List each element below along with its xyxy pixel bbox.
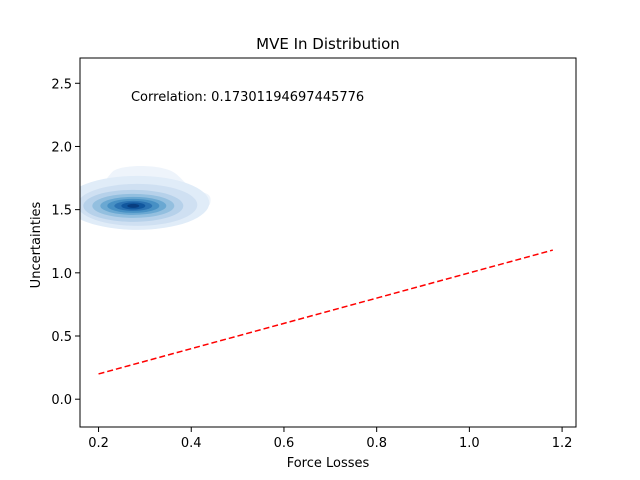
x-tick-label: 0.2: [88, 436, 109, 451]
chart-title: MVE In Distribution: [256, 35, 400, 53]
x-tick-label: 1.2: [552, 436, 573, 451]
y-tick-label: 0.0: [51, 393, 72, 408]
x-tick-label: 0.4: [181, 436, 202, 451]
y-tick-label: 1.0: [51, 267, 72, 282]
x-axis-title: Force Losses: [287, 456, 370, 471]
plot-frame: [79, 57, 577, 428]
y-tick-label: 2.5: [51, 77, 72, 92]
plot-area: 0.2 0.4 0.6 0.8 1.0 1.2 0.0 0.5 1.0 1.5 2.0 2.5 Corr…: [51, 57, 577, 451]
correlation-annotation: Correlation: 0.17301194697445776: [131, 90, 364, 105]
x-tick-label: 0.8: [366, 436, 387, 451]
y-axis-title: Uncertainties: [29, 201, 44, 288]
y-tick-label: 0.5: [51, 330, 72, 345]
density-contours: [80, 166, 211, 230]
y-tick-label: 2.0: [51, 140, 72, 155]
x-tick-label: 1.0: [459, 436, 480, 451]
reference-line: [98, 249, 554, 375]
x-tick-label: 0.6: [274, 436, 295, 451]
y-tick-label: 1.5: [51, 204, 72, 219]
density-level-9: [127, 203, 140, 208]
